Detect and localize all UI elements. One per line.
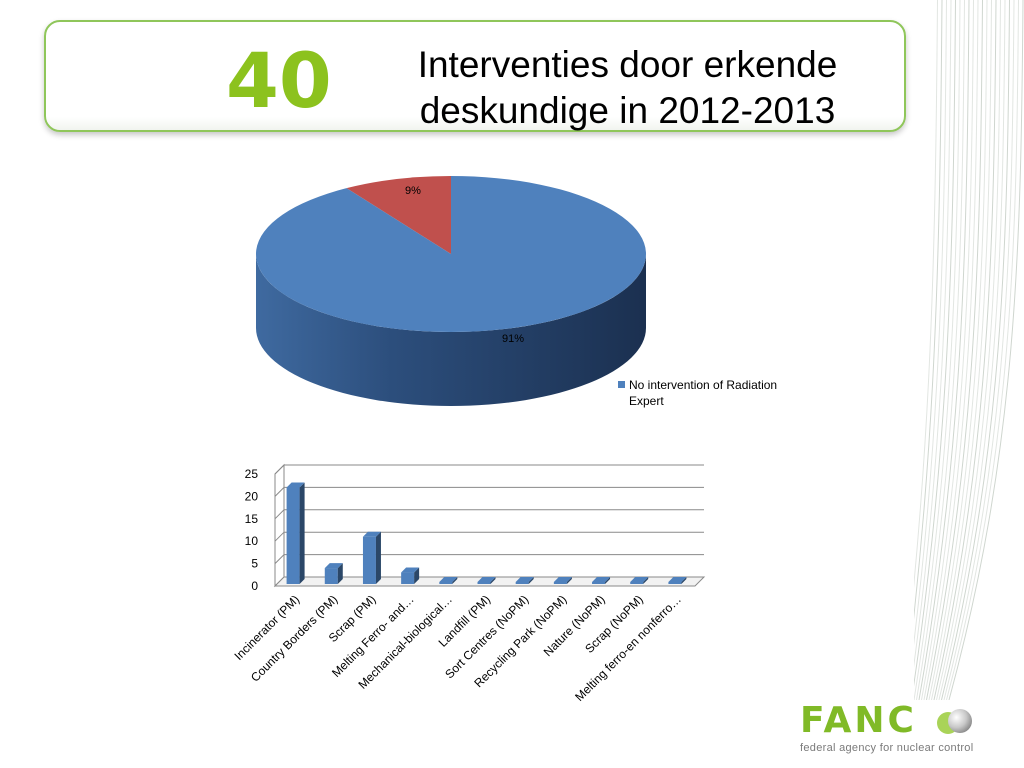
- decorative-line: [918, 0, 970, 700]
- bar: [630, 582, 644, 584]
- bar-top: [324, 563, 343, 569]
- decorative-lines: [914, 0, 1024, 700]
- pie-data-label: 9%: [405, 185, 421, 197]
- title-box: [44, 20, 906, 132]
- decorative-line: [914, 0, 947, 646]
- y-tick-label: 15: [245, 512, 259, 526]
- decorative-line: [933, 0, 997, 700]
- legend-entry: No intervention of Radiation Expert: [629, 378, 777, 408]
- bar-side: [414, 567, 420, 584]
- legend-swatch: [618, 381, 625, 388]
- y-tick-label: 20: [245, 489, 259, 503]
- decorative-line: [931, 0, 992, 700]
- bar: [668, 582, 682, 584]
- bar-top: [401, 567, 420, 573]
- bar: [515, 582, 529, 584]
- slide-number: 40: [226, 36, 332, 125]
- decorative-line: [916, 0, 965, 700]
- decorative-line: [941, 0, 1010, 700]
- gridline: [274, 554, 704, 564]
- x-tick-label: Incinerator (PM): [231, 592, 302, 663]
- gridline: [274, 464, 704, 475]
- bar-side: [490, 577, 496, 584]
- y-tick-label: 25: [245, 467, 259, 481]
- y-tick-label: 5: [251, 557, 258, 571]
- bar-top: [668, 577, 687, 582]
- gridline: [274, 509, 704, 520]
- bar-top: [477, 577, 496, 582]
- decorative-line: [914, 0, 938, 589]
- bar-side: [452, 577, 458, 584]
- bar: [286, 487, 300, 584]
- bar-top: [362, 531, 381, 537]
- decorative-line: [936, 0, 1001, 700]
- bar-top: [553, 577, 572, 582]
- logo-sphere-icon: [948, 709, 972, 733]
- decorative-line: [946, 0, 1019, 700]
- decorative-line: [928, 0, 988, 700]
- decorative-line: [921, 0, 974, 700]
- bar: [592, 582, 606, 584]
- decorative-line: [923, 0, 979, 700]
- bar-top: [592, 577, 611, 582]
- y-tick-label: 0: [251, 579, 258, 593]
- pie-slice: [255, 176, 646, 333]
- plot-back-wall: [283, 465, 704, 578]
- bar-side: [681, 577, 687, 584]
- fanc-tagline: federal agency for nuclear control: [800, 742, 974, 754]
- bar-side: [337, 563, 343, 584]
- bar: [362, 536, 376, 584]
- bar-side: [605, 577, 611, 584]
- decorative-line: [926, 0, 983, 700]
- bar: [439, 582, 453, 584]
- bar: [324, 568, 338, 584]
- decorative-line: [943, 0, 1015, 700]
- gridline: [274, 486, 704, 497]
- bar: [401, 572, 415, 584]
- bar: [553, 582, 567, 584]
- pie-data-label: 91%: [502, 333, 524, 345]
- slide-title-line-2: deskundige in 2012-2013: [419, 90, 836, 131]
- slide-title-line-1: Interventies door erkende: [417, 44, 838, 85]
- bar-top: [286, 482, 305, 488]
- bar-side: [643, 577, 649, 584]
- slide-title: Interventies door erkende deskundige in …: [370, 42, 885, 134]
- bar: [477, 582, 491, 584]
- decorative-line: [914, 0, 956, 687]
- decorative-line: [914, 0, 943, 620]
- plot-side-wall: [274, 463, 285, 588]
- bar-side: [528, 577, 534, 584]
- fanc-logo: [937, 709, 972, 734]
- gridline: [274, 531, 704, 542]
- pie-slice: [346, 176, 451, 254]
- bar-side: [566, 577, 572, 584]
- bar-top: [630, 577, 649, 582]
- bar-top: [515, 577, 534, 582]
- fanc-wordmark: FANC: [800, 700, 917, 741]
- y-tick-label: 10: [245, 534, 259, 548]
- pie-side-wall: [256, 254, 646, 406]
- decorative-line: [914, 0, 961, 700]
- decorative-line: [948, 0, 1024, 700]
- bar-side: [375, 531, 381, 584]
- decorative-line: [938, 0, 1006, 700]
- decorative-line: [914, 0, 952, 668]
- bar-side: [299, 482, 305, 584]
- bar-top: [439, 577, 458, 582]
